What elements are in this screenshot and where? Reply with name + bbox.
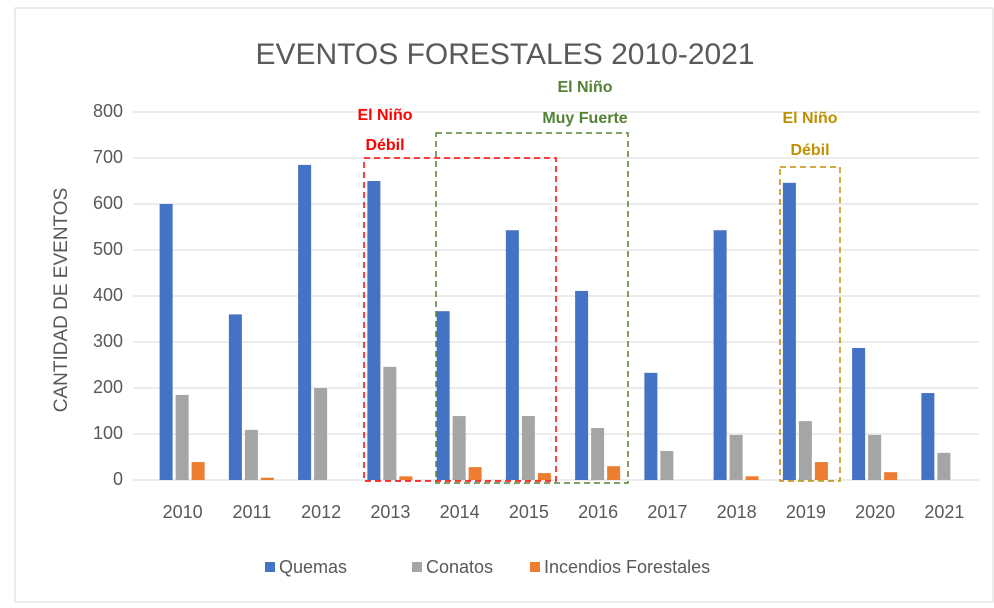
annotation-text: El Niño	[557, 79, 612, 96]
chart-border	[14, 7, 994, 603]
x-tick-label: 2018	[717, 502, 757, 522]
legend-swatch	[412, 562, 422, 572]
bar	[745, 476, 759, 480]
x-tick-label: 2013	[370, 502, 410, 522]
bar	[159, 204, 173, 480]
y-tick-label: 400	[93, 285, 123, 305]
bar	[521, 416, 535, 480]
bar	[782, 182, 796, 480]
legend-swatch	[265, 562, 275, 572]
bar	[937, 452, 951, 480]
legend-label: Incendios Forestales	[544, 557, 710, 577]
bar	[260, 477, 274, 480]
x-tick-label: 2019	[786, 502, 826, 522]
legend-label: Quemas	[279, 557, 347, 577]
x-tick-label: 2016	[578, 502, 618, 522]
bar	[852, 347, 866, 480]
bar	[537, 473, 551, 480]
y-tick-label: 700	[93, 147, 123, 167]
annotation-box	[363, 157, 557, 482]
annotation-text: Débil	[790, 142, 829, 159]
bar	[591, 428, 605, 480]
bar	[228, 314, 242, 480]
bar	[175, 394, 189, 480]
bar	[921, 393, 935, 480]
annotation-text: Muy Fuerte	[542, 110, 627, 127]
x-tick-label: 2021	[924, 502, 964, 522]
annotation-text: Débil	[365, 137, 404, 154]
bar	[298, 164, 312, 480]
bar	[505, 230, 519, 480]
annotation-box	[779, 166, 841, 482]
annotation-text: El Niño	[357, 107, 412, 124]
bar	[660, 451, 674, 480]
chart-title: EVENTOS FORESTALES 2010-2021	[255, 38, 754, 71]
annotation-text: El Niño	[782, 110, 837, 127]
legend-swatch	[530, 562, 540, 572]
x-tick-label: 2020	[855, 502, 895, 522]
y-tick-label: 600	[93, 193, 123, 213]
x-tick-label: 2012	[301, 502, 341, 522]
y-tick-label: 800	[93, 101, 123, 121]
x-tick-label: 2017	[647, 502, 687, 522]
y-tick-label: 0	[113, 469, 123, 489]
bar	[468, 467, 482, 480]
bar	[814, 462, 828, 480]
y-axis-title: CANTIDAD DE EVENTOS	[51, 188, 72, 413]
bar	[244, 429, 258, 480]
legend-label: Conatos	[426, 557, 493, 577]
y-tick-label: 100	[93, 423, 123, 443]
bar	[191, 462, 205, 480]
y-tick-label: 200	[93, 377, 123, 397]
bar	[575, 290, 589, 480]
x-tick-label: 2010	[163, 502, 203, 522]
annotation-box	[435, 132, 629, 484]
x-tick-label: 2014	[440, 502, 480, 522]
bar	[884, 472, 898, 480]
bar	[729, 434, 743, 480]
x-tick-label: 2011	[233, 502, 272, 522]
bar	[798, 421, 812, 480]
bar	[367, 181, 381, 480]
bar	[644, 372, 658, 480]
x-tick-label: 2015	[509, 502, 549, 522]
y-tick-label: 500	[93, 239, 123, 259]
bar	[383, 366, 397, 480]
y-tick-label: 300	[93, 331, 123, 351]
bar	[399, 476, 413, 480]
bar	[436, 311, 450, 480]
bar	[868, 434, 882, 480]
bar	[607, 466, 621, 480]
bar	[452, 416, 466, 480]
bar	[713, 230, 727, 480]
bar	[314, 388, 328, 480]
